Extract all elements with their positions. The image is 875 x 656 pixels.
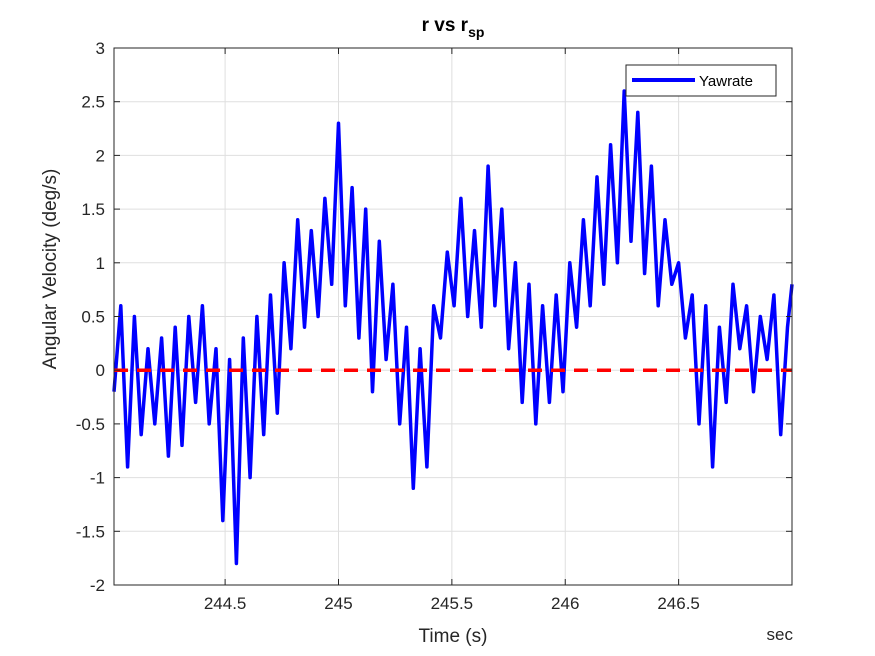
y-tick-label: 1 — [96, 254, 105, 273]
x-tick-label: 245.5 — [431, 594, 474, 613]
x-unit-label: sec — [767, 625, 794, 644]
series-layer — [112, 89, 794, 566]
y-tick-label: 3 — [96, 39, 105, 58]
y-tick-label: 2.5 — [81, 93, 105, 112]
y-tick-label: 2 — [96, 146, 105, 165]
y-tick-label: -1 — [90, 469, 105, 488]
chart-title-main: r vs r — [422, 15, 469, 36]
legend-label-yawrate: Yawrate — [699, 73, 753, 90]
x-axis-label: Time (s) — [419, 626, 488, 647]
x-tick-label: 245 — [324, 594, 352, 613]
y-tick-label: -0.5 — [76, 415, 105, 434]
ticks: 244.5 245 245.5 246 246.5 -2 -1.5 -1 -0.5 0 0.5 1 1.… — [76, 39, 792, 613]
legend: Yawrate — [625, 64, 777, 97]
series-line-yawrate — [112, 89, 794, 566]
x-tick-label: 246 — [551, 594, 579, 613]
x-tick-label: 244.5 — [204, 594, 247, 613]
y-tick-label: -2 — [90, 576, 105, 595]
y-tick-label: -1.5 — [76, 522, 105, 541]
y-tick-label: 1.5 — [81, 200, 105, 219]
x-tick-label: 246.5 — [657, 594, 700, 613]
y-tick-label: 0 — [96, 361, 105, 380]
chart-title: r vs rsp — [422, 15, 485, 40]
chart-title-subscript: sp — [468, 24, 484, 40]
y-tick-label: 0.5 — [81, 308, 105, 327]
y-axis-label: Angular Velocity (deg/s) — [40, 169, 61, 370]
